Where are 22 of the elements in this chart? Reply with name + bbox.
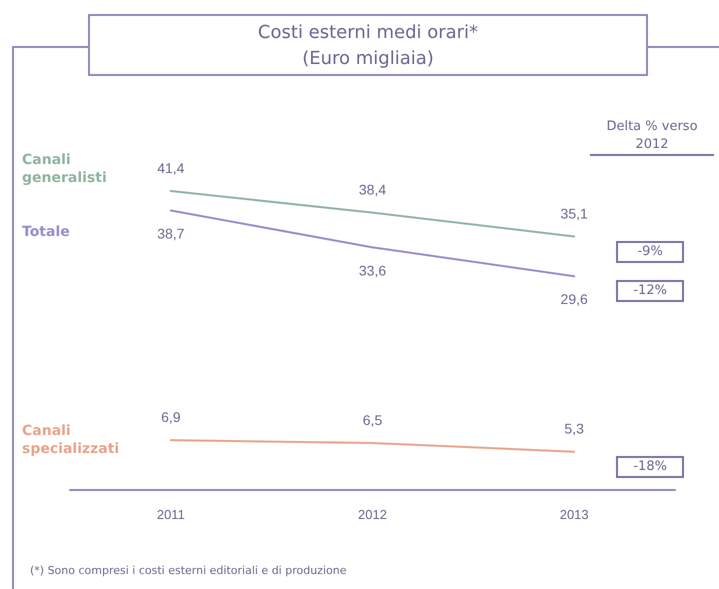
data-label: 35,1 bbox=[560, 206, 588, 222]
chart-subtitle: (Euro migliaia) bbox=[301, 47, 435, 71]
x-tick-label: 2012 bbox=[358, 507, 387, 522]
x-tick-label: 2013 bbox=[560, 507, 589, 522]
text: Delta % verso 2012 bbox=[590, 118, 714, 156]
annotation: -12% bbox=[616, 280, 684, 302]
text: -18% bbox=[616, 456, 684, 478]
data-label: 5,3 bbox=[564, 420, 584, 437]
x-tick-label: 2011 bbox=[156, 507, 185, 522]
data-label: 41,4 bbox=[157, 160, 185, 176]
data-label: 38,4 bbox=[358, 182, 386, 198]
data-label: 38,7 bbox=[157, 226, 185, 242]
data-label: 6,9 bbox=[161, 409, 181, 426]
text: Canali generalisti bbox=[22, 151, 108, 187]
text: Canali specializzati bbox=[22, 422, 120, 458]
data-label: 33,6 bbox=[358, 262, 386, 278]
annotation: -9% bbox=[616, 240, 684, 262]
text: Totale bbox=[22, 222, 71, 240]
data-label: 29,6 bbox=[560, 291, 588, 308]
data-label: 6,5 bbox=[362, 412, 382, 428]
chart-title: Costi esterni medi orari* bbox=[256, 21, 480, 45]
text: (*) Sono compresi i costi esterni editoriali e di produzione bbox=[30, 564, 346, 577]
